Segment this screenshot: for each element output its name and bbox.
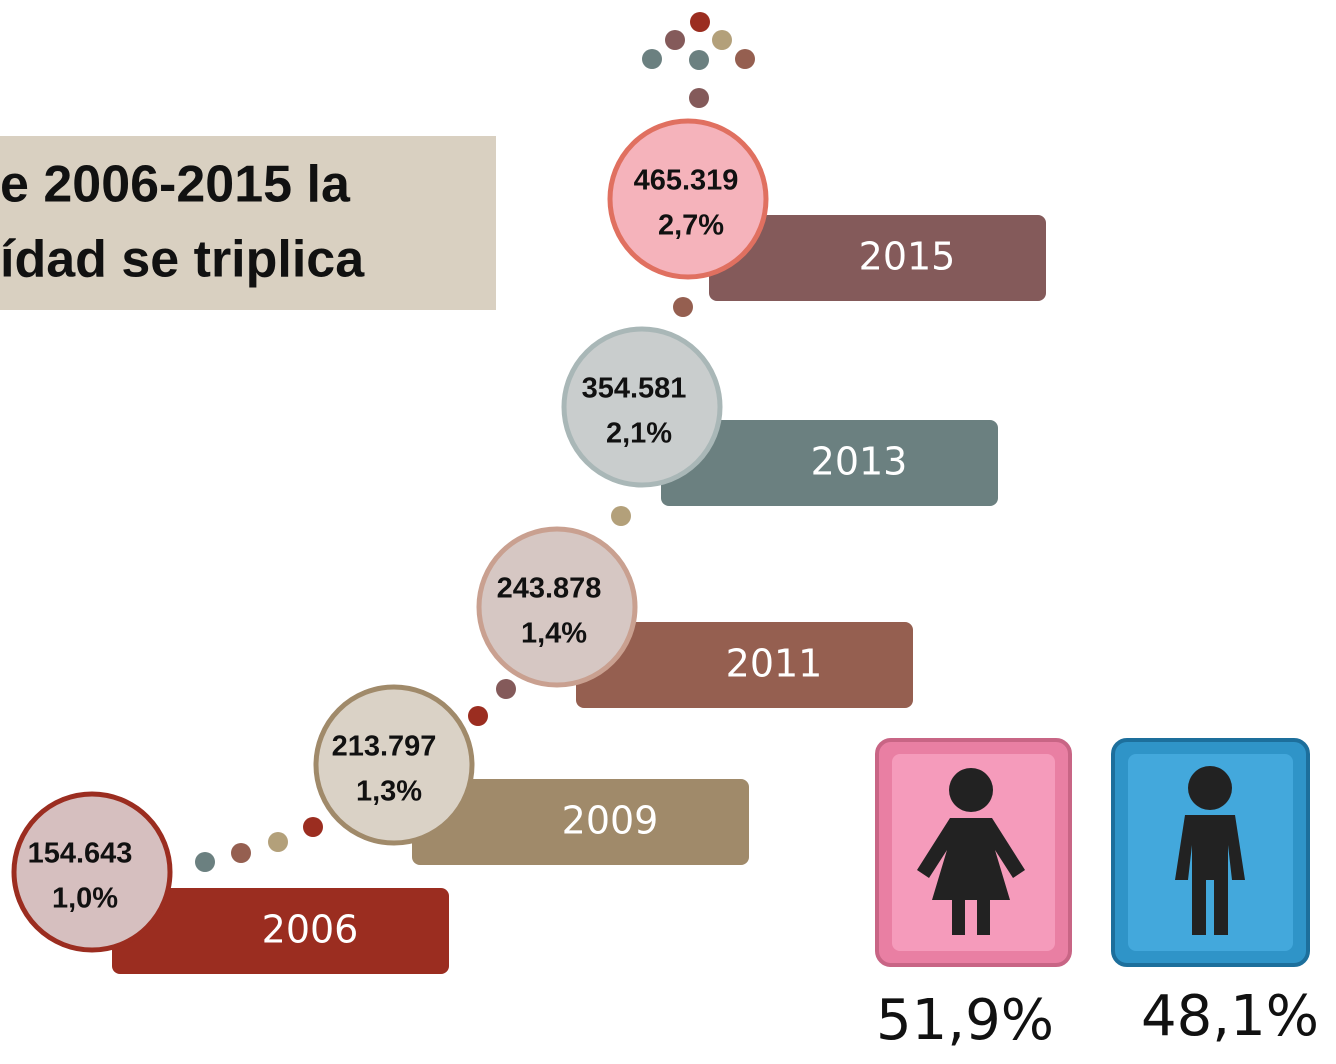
count-label: 243.878 bbox=[497, 573, 602, 605]
male-icon bbox=[1111, 738, 1310, 967]
value-circle bbox=[11, 791, 173, 953]
share-label: 2,1% bbox=[606, 418, 672, 450]
value-circle bbox=[561, 326, 723, 488]
male-share: 48,1% bbox=[1141, 984, 1319, 1049]
year-bar bbox=[412, 779, 749, 865]
year-bar bbox=[661, 420, 998, 506]
year-label: 2011 bbox=[726, 642, 823, 686]
count-label: 213.797 bbox=[332, 731, 437, 763]
share-label: 1,0% bbox=[52, 883, 118, 915]
count-label: 354.581 bbox=[582, 373, 687, 405]
year-bar bbox=[709, 215, 1046, 301]
share-label: 1,4% bbox=[521, 618, 587, 650]
share-label: 2,7% bbox=[658, 210, 724, 242]
year-label: 2013 bbox=[811, 440, 908, 484]
year-label: 2015 bbox=[859, 235, 956, 279]
value-circle bbox=[607, 118, 769, 280]
title-box bbox=[0, 136, 496, 310]
title-line: e 2006-2015 la bbox=[0, 156, 351, 214]
count-label: 465.319 bbox=[634, 165, 739, 197]
dots bbox=[195, 12, 755, 872]
year-label: 2006 bbox=[262, 908, 359, 952]
value-circle bbox=[313, 684, 475, 846]
year-bar bbox=[112, 888, 449, 974]
year-bar bbox=[576, 622, 913, 708]
share-label: 1,3% bbox=[356, 776, 422, 808]
title-line: ídad se triplica bbox=[0, 231, 365, 289]
female-icon bbox=[875, 738, 1072, 967]
count-label: 154.643 bbox=[28, 838, 133, 870]
year-label: 2009 bbox=[562, 799, 659, 843]
female-share: 51,9% bbox=[876, 988, 1054, 1053]
value-circle bbox=[476, 526, 638, 688]
